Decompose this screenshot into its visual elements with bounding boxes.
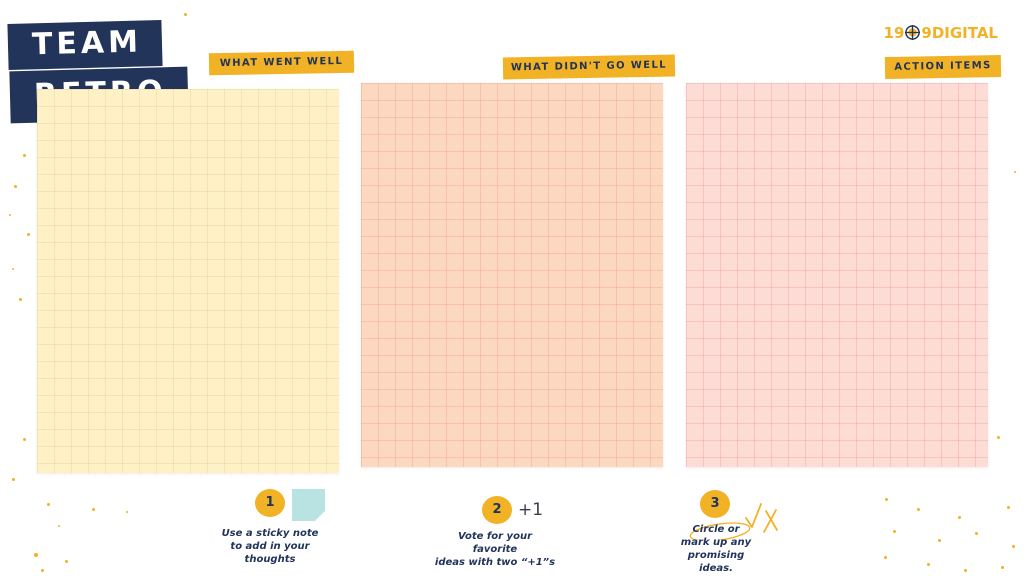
brand-logo: 19 9DIGITAL: [884, 24, 998, 44]
step-1-line: Use a sticky note: [221, 528, 319, 539]
check-x-marks-icon: [689, 503, 778, 540]
step-3-line: Circle or: [692, 524, 740, 535]
step-2-instructions: Vote for your favorite ideas with two “+…: [430, 530, 560, 569]
step-1-line: to add in your: [230, 541, 310, 552]
step-3-line: promising: [687, 550, 745, 561]
column-label-didnt-go-well: WHAT DIDN'T GO WELL: [502, 54, 676, 80]
step-2-line: favorite: [472, 544, 518, 555]
step-1-line: thoughts: [244, 554, 296, 565]
crosshair-icon: [905, 25, 921, 44]
step-2-line: Vote for your: [458, 531, 532, 542]
step-3-line: ideas.: [699, 563, 733, 574]
plus-one-vote: +1: [518, 500, 544, 520]
column-label-action-items: ACTION ITEMS: [884, 54, 1002, 80]
step-3-line: mark up any: [680, 537, 752, 548]
brand-name-left: 19: [883, 24, 905, 42]
sticky-note-icon: [292, 489, 325, 521]
brand-name-right: 9DIGITAL: [921, 24, 998, 42]
board-action-items[interactable]: [686, 83, 988, 467]
step-3-badge: 3: [700, 490, 730, 518]
board-didnt-go-well[interactable]: [361, 83, 663, 467]
step-3-instructions: Circle or mark up any promising ideas.: [676, 523, 756, 575]
step-1-instructions: Use a sticky note to add in your thought…: [205, 527, 335, 566]
board-went-well[interactable]: [37, 89, 339, 473]
step-2-badge: 2: [482, 496, 512, 524]
step-2-line: ideas with two “+1”s: [434, 557, 556, 568]
column-label-went-well: WHAT WENT WELL: [208, 50, 355, 76]
step-1-badge: 1: [255, 489, 285, 517]
title-line-1: TEAM: [7, 19, 163, 71]
